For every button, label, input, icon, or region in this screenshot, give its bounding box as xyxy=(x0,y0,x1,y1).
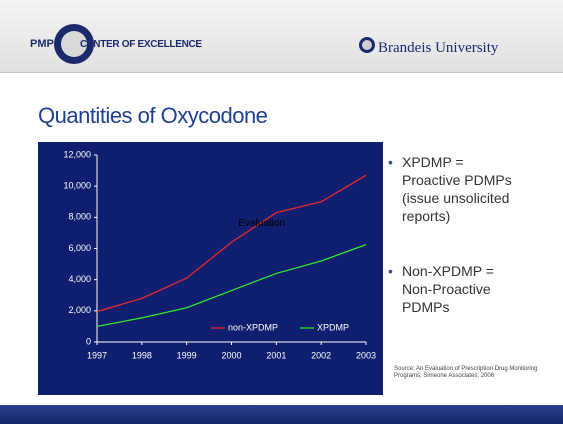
legend-label: XPDMP xyxy=(317,322,349,332)
logo-ring-inner xyxy=(61,31,87,57)
x-tick-label: 1999 xyxy=(177,350,197,360)
series-line xyxy=(96,243,367,328)
header: PMP CENTER OF EXCELLENCE Brandeis Univer… xyxy=(0,0,563,73)
y-tick-label: 0 xyxy=(86,336,91,346)
plot-background xyxy=(38,142,383,395)
logo-text: PMP xyxy=(30,38,54,50)
x-tick-label: 1997 xyxy=(87,350,107,360)
x-tick-label: 2001 xyxy=(266,350,286,360)
y-tick-label: 8,000 xyxy=(68,212,91,222)
x-tick-label: 2002 xyxy=(311,350,331,360)
x-tick-label: 2003 xyxy=(356,350,376,360)
slide-title: Quantities of Oxycodone xyxy=(38,103,268,128)
logo-text: CENTER OF EXCELLENCE xyxy=(80,39,202,50)
x-tick-label: 1998 xyxy=(132,350,152,360)
annotation: Evaluation xyxy=(238,218,285,229)
logos xyxy=(54,24,375,64)
series-line xyxy=(96,174,367,313)
source-note: Source: An Evaluation of Prescription Dr… xyxy=(394,366,538,379)
y-tick-label: 6,000 xyxy=(68,243,91,253)
university-name: Brandeis University xyxy=(378,40,499,56)
x-tick-label: 2000 xyxy=(221,350,241,360)
bullet: Non-XPDMP = Non-Proactive PDMPs xyxy=(388,262,522,316)
y-tick-label: 10,000 xyxy=(63,181,91,191)
y-tick-label: 4,000 xyxy=(68,274,91,284)
y-tick-label: 2,000 xyxy=(68,305,91,315)
chart: 0 2,000 4,000 6,000 8,000 10,000 12,000 1997 199… xyxy=(38,142,383,395)
bullet: XPDMP = Proactive PDMPs (issue unsolicit… xyxy=(388,153,522,225)
legend-label: non-XPDMP xyxy=(228,322,278,332)
footer-bar xyxy=(0,405,563,424)
y-tick-label: 12,000 xyxy=(63,149,91,159)
seal-inner xyxy=(362,40,372,50)
